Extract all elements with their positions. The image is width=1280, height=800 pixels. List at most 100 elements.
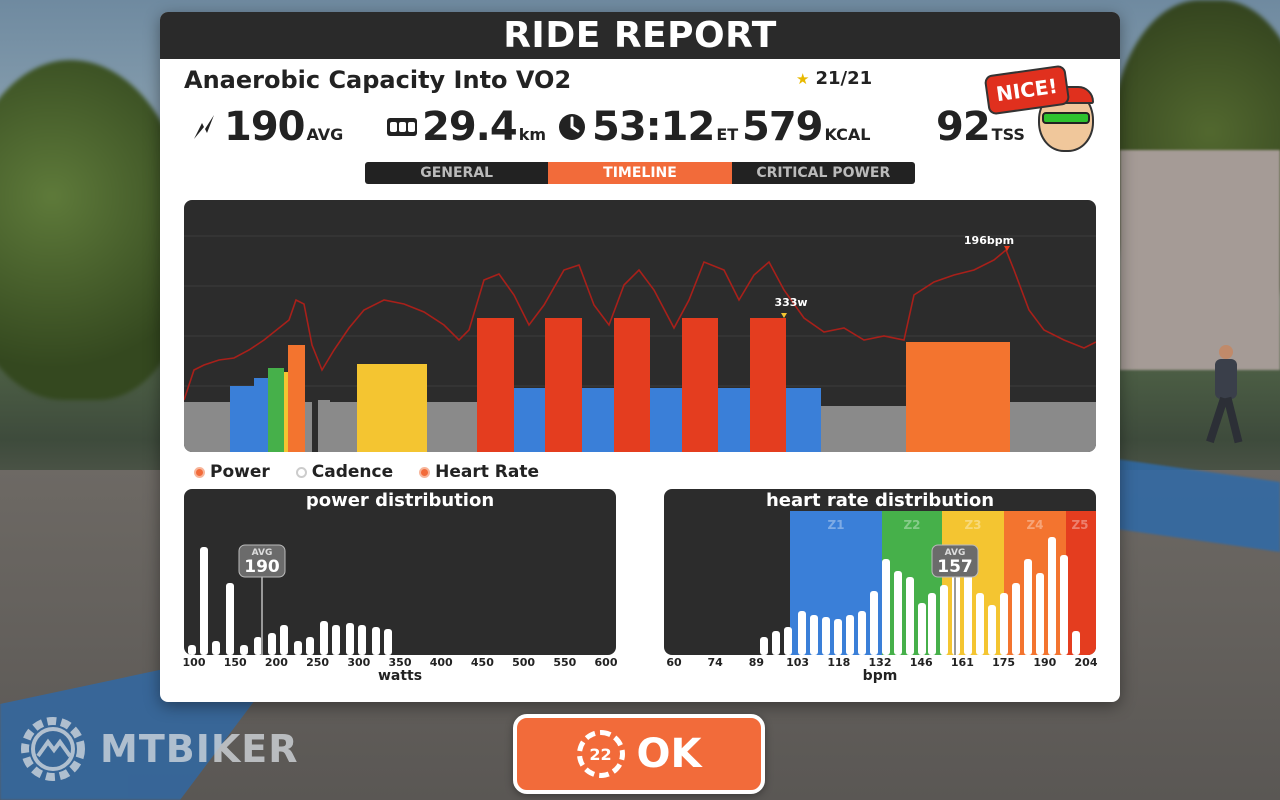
axis-tick-label: 118 — [827, 656, 851, 669]
power-segment — [514, 388, 545, 452]
max-hr-marker: 196bpm — [964, 234, 1014, 251]
star-icon: ★ — [796, 70, 810, 88]
tab-timeline[interactable]: TIMELINE — [548, 162, 732, 184]
level-badge-icon: 22 — [576, 730, 625, 778]
hr-distribution-chart: heart rate distribution Z1 Z2 Z3 Z4 Z5 A… — [664, 489, 1096, 655]
histogram-bar — [846, 615, 854, 655]
zone-5-label: Z5 — [1071, 518, 1088, 532]
zone-1-label: Z1 — [827, 518, 844, 532]
max-hr-pointer — [1004, 246, 1010, 251]
hr-histogram — [760, 537, 1080, 655]
histogram-bar — [1072, 631, 1080, 655]
histogram-bar — [226, 583, 234, 655]
power-series — [184, 318, 1096, 452]
axis-tick-label: 500 — [512, 656, 536, 669]
axis-tick-label: 175 — [992, 656, 1016, 669]
workout-name: Anaerobic Capacity Into VO2 — [184, 66, 572, 94]
histogram-bar — [320, 621, 328, 655]
histogram-bar — [882, 559, 890, 655]
axis-tick-label: 74 — [707, 656, 723, 669]
axis-tick-label: 60 — [666, 656, 682, 669]
power-segment — [427, 402, 477, 452]
axis-tick-label: 103 — [786, 656, 810, 669]
stat-tss-unit: TSS — [991, 125, 1025, 144]
legend-power-toggle[interactable] — [194, 466, 205, 478]
power-distribution-title: power distribution — [305, 490, 495, 511]
power-distribution-svg: AVG 190 — [188, 544, 392, 655]
hr-avg-value: 157 — [937, 557, 973, 577]
legend-heart-rate[interactable]: Heart Rate — [419, 462, 539, 482]
histogram-bar — [254, 637, 262, 655]
power-segment — [305, 402, 312, 452]
histogram-bar — [964, 555, 972, 655]
axis-tick-label: 350 — [388, 656, 412, 669]
stat-calories: 579 KCAL — [742, 104, 871, 150]
histogram-bar — [894, 571, 902, 655]
heart-rate-line — [184, 248, 1096, 401]
legend-cadence-label: Cadence — [311, 462, 394, 482]
max-power-pointer — [781, 313, 787, 318]
hr-distribution-svg: Z1 Z2 Z3 Z4 Z5 AVG 157 — [760, 511, 1096, 655]
zone-2-label: Z2 — [903, 518, 920, 532]
power-segment — [750, 318, 786, 452]
stat-power-unit: AVG — [306, 125, 344, 144]
axis-tick-label: 190 — [1033, 656, 1057, 669]
axis-tick-label: 100 — [182, 656, 206, 669]
power-segment — [614, 318, 650, 452]
histogram-bar — [988, 605, 996, 655]
background-tree — [0, 60, 190, 400]
tab-general[interactable]: GENERAL — [365, 162, 549, 184]
workout-stars: ★ 21/21 — [796, 68, 872, 89]
hr-avg-caption: AVG — [945, 548, 966, 558]
axis-tick-label: 550 — [553, 656, 577, 669]
histogram-bar — [798, 611, 806, 655]
axis-tick-label: 300 — [347, 656, 371, 669]
power-segment — [330, 402, 357, 452]
power-avg-box — [238, 544, 286, 578]
power-avg-caption: AVG — [252, 548, 273, 558]
stat-time: 53:12 ET — [556, 104, 738, 150]
background-runner — [1205, 345, 1245, 445]
legend-heart-rate-label: Heart Rate — [435, 462, 540, 482]
power-segment — [1010, 402, 1096, 452]
power-segment — [821, 406, 906, 452]
histogram-bar — [822, 617, 830, 655]
stat-distance-value: 29.4 — [422, 104, 518, 150]
power-segment — [650, 388, 682, 452]
ok-button[interactable]: 22 OK — [513, 714, 765, 794]
stat-distance: 29.4 km — [386, 104, 546, 150]
histogram-bar — [834, 619, 842, 655]
power-distribution-chart: power distribution AVG 190 — [184, 489, 616, 655]
max-power-marker: 333w — [774, 296, 808, 318]
tab-critical-power[interactable]: CRITICAL POWER — [731, 162, 915, 184]
legend-heart-rate-toggle[interactable] — [419, 466, 431, 478]
histogram-bar — [188, 645, 196, 655]
zone-3-label: Z3 — [964, 518, 981, 532]
panel-title: RIDE REPORT — [160, 12, 1120, 59]
axis-tick-label: 200 — [264, 656, 288, 669]
legend-cadence-toggle[interactable] — [295, 466, 307, 478]
legend-power-label: Power — [210, 462, 270, 482]
power-histogram — [188, 547, 392, 655]
watermark: MTBIKER — [16, 712, 299, 786]
power-segment — [906, 342, 1010, 452]
legend-power[interactable]: Power — [194, 462, 270, 482]
histogram-bar — [1060, 555, 1068, 655]
histogram-bar — [280, 625, 288, 655]
histogram-bar — [858, 611, 866, 655]
histogram-bar — [372, 627, 380, 655]
achievement-badge: NICE! — [983, 64, 1098, 162]
histogram-bar — [384, 629, 392, 655]
max-hr-label: 196bpm — [964, 234, 1014, 247]
stat-time-value: 53:12 — [592, 104, 715, 150]
power-segment — [318, 400, 330, 452]
hr-distribution-title: heart rate distribution — [765, 490, 995, 511]
stat-calories-unit: KCAL — [824, 125, 871, 144]
histogram-bar — [870, 591, 878, 655]
legend-cadence[interactable]: Cadence — [295, 462, 394, 482]
timeline-chart: 196bpm 333w — [184, 200, 1096, 452]
axis-tick-label: 132 — [868, 656, 892, 669]
histogram-bar — [240, 645, 248, 655]
ride-report-panel: RIDE REPORT Anaerobic Capacity Into VO2 … — [160, 12, 1120, 702]
power-segment — [184, 402, 230, 452]
